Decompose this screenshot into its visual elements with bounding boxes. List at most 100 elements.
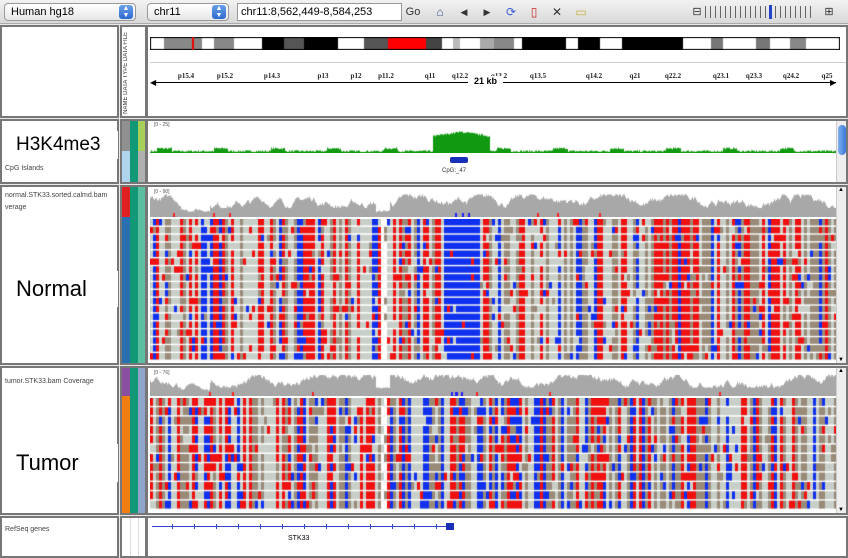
ruler-span: 21 kb (468, 76, 504, 86)
strand-arrow-icon (194, 524, 195, 529)
scroll-down-icon[interactable]: ▼ (838, 357, 844, 363)
normal-attribute-cells[interactable] (120, 185, 147, 365)
band-label: p14.3 (263, 72, 281, 80)
attr-data-type[interactable]: DATA TYPE (123, 62, 129, 95)
refresh-icon[interactable]: ⟳ (505, 5, 517, 19)
strand-arrow-icon (436, 524, 437, 529)
popup-info-icon[interactable]: ▭ (575, 5, 587, 19)
normal-data-panel: [0 - 90] ▲ ▼ (146, 185, 848, 365)
h3k4me3-track[interactable] (150, 130, 836, 153)
arrow-right-icon: ▶ (830, 78, 837, 87)
band-label: q24.2 (782, 72, 800, 80)
attr-cell[interactable] (138, 151, 145, 182)
band-label: p15.2 (216, 72, 234, 80)
band-label: q11 (424, 72, 436, 80)
cpg-feature-label: CpG:_47 (442, 168, 467, 174)
home-icon[interactable]: ⌂ (436, 5, 444, 19)
gene-intron-line[interactable] (152, 526, 452, 527)
tumor-data-panel: [0 - 76] ▲ ▼ (146, 366, 848, 515)
gene-exon[interactable] (446, 523, 454, 530)
normal-coverage-name[interactable]: verage (5, 204, 27, 211)
arrow-left-icon: ◀ (150, 78, 157, 87)
region-of-interest-icon[interactable]: ▯ (530, 5, 538, 19)
locus-input[interactable]: chr11:8,562,449-8,584,253 (237, 3, 402, 21)
normal-range: [0 - 90] (154, 189, 170, 195)
strand-arrow-icon (326, 524, 327, 529)
fit-to-window-icon[interactable]: ✕ (551, 5, 563, 19)
strand-arrow-icon (348, 524, 349, 529)
zoom-slider-thumb[interactable] (769, 5, 772, 19)
normal-alignment-reads[interactable] (150, 219, 836, 361)
normal-track-name[interactable]: normal.STK33.sorted.calmd.bam (5, 192, 108, 199)
cpg-island-feature[interactable] (450, 157, 468, 163)
refseq-name-panel: RefSeq genes (0, 516, 119, 558)
divider (150, 62, 846, 63)
gene-name: STK33 (288, 535, 310, 542)
attr-cell[interactable] (122, 187, 130, 217)
attr-data-file[interactable]: DATA FILE (123, 32, 129, 62)
strand-arrow-icon (414, 524, 415, 529)
forward-icon[interactable]: ▶ (483, 7, 491, 17)
band-label: q23.1 (712, 72, 730, 80)
strand-arrow-icon (238, 524, 239, 529)
scrollbar[interactable]: ▲ ▼ (836, 368, 846, 513)
scroll-up-icon[interactable]: ▲ (838, 368, 844, 374)
attr-name[interactable]: NAME (123, 96, 129, 114)
refseq-track-name[interactable]: RefSeq genes (5, 526, 50, 533)
zoom-out-icon[interactable]: ⊟ (692, 6, 702, 18)
header-name-panel (0, 25, 119, 118)
scrollbar-thumb[interactable] (838, 125, 846, 155)
genome-select[interactable]: Human hg18 ▲ ▼ (4, 3, 136, 21)
strand-arrow-icon (370, 524, 371, 529)
attr-cell[interactable] (122, 151, 130, 182)
chromosome-select[interactable]: chr11 ▲ ▼ (147, 3, 229, 21)
feature-name-panel: H3K4me3 CpG Islands (0, 119, 119, 184)
band-label: p12 (350, 72, 362, 80)
tumor-name-panel: tumor.STK33.bam Coverage Tumor (0, 366, 119, 515)
strand-arrow-icon (172, 524, 173, 529)
attribute-header[interactable]: NAME DATA TYPE DATA FILE (120, 25, 147, 118)
go-button[interactable]: Go (405, 6, 421, 18)
band-label: p15.4 (177, 72, 195, 80)
chromosome-value: chr11 (154, 6, 181, 18)
band-label: q23.3 (745, 72, 763, 80)
scrollbar[interactable]: ▲ ▼ (836, 187, 846, 363)
toolbar: Human hg18 ▲ ▼ chr11 ▲ ▼ chr11:8,562,449-8,5… (0, 0, 848, 24)
tumor-range: [0 - 76] (154, 370, 170, 376)
chevron-updown-icon: ▲ ▼ (212, 5, 226, 19)
band-label: q12.2 (451, 72, 469, 80)
attr-cell[interactable] (122, 368, 130, 396)
tumor-alignment-reads[interactable] (150, 398, 836, 510)
tumor-track-name[interactable]: tumor.STK33.bam Coverage (5, 378, 94, 385)
strand-arrow-icon (304, 524, 305, 529)
tumor-coverage-track[interactable] (150, 368, 836, 396)
normal-coverage-track[interactable] (150, 187, 836, 217)
back-icon[interactable]: ◀ (460, 7, 468, 17)
tumor-label: Tumor (6, 444, 118, 482)
chromosome-ideogram[interactable] (150, 37, 840, 50)
band-label: q22.2 (664, 72, 682, 80)
attribute-headers: NAME DATA TYPE DATA FILE (123, 32, 130, 114)
scroll-up-icon[interactable]: ▲ (838, 187, 844, 193)
feature-data-panel: [0 - 25] CpG:_47 (146, 119, 848, 184)
band-label: p11.2 (378, 72, 394, 80)
refseq-data-panel: STK33 (146, 516, 848, 558)
strand-arrow-icon (216, 524, 217, 529)
refseq-attribute-cells (120, 516, 147, 558)
tumor-attribute-cells[interactable] (120, 366, 147, 515)
h3k4-range: [0 - 25] (154, 122, 170, 128)
strand-arrow-icon (392, 524, 393, 529)
scrollbar[interactable] (836, 121, 846, 182)
chevron-updown-icon: ▲ ▼ (119, 5, 133, 19)
attribute-cells[interactable] (120, 119, 147, 184)
normal-name-panel: normal.STK33.sorted.calmd.bam verage Nor… (0, 185, 119, 365)
scroll-down-icon[interactable]: ▼ (838, 507, 844, 513)
genome-value: Human hg18 (11, 6, 74, 18)
strand-arrow-icon (260, 524, 261, 529)
cpg-track-name[interactable]: CpG Islands (5, 165, 44, 172)
zoom-in-icon[interactable]: ⊞ (824, 6, 834, 18)
strand-arrow-icon (282, 524, 283, 529)
band-label: q21 (629, 72, 641, 80)
band-label: q13.5 (529, 72, 547, 80)
zoom-slider[interactable] (705, 5, 815, 19)
